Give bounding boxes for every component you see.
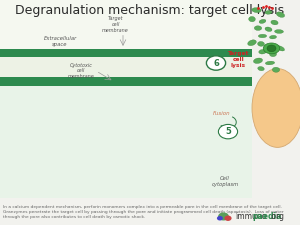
Ellipse shape xyxy=(272,67,280,72)
Circle shape xyxy=(267,45,276,52)
Ellipse shape xyxy=(271,20,278,25)
Text: Extracellular
space: Extracellular space xyxy=(44,36,76,47)
Text: 6: 6 xyxy=(213,58,219,68)
Ellipse shape xyxy=(269,51,277,57)
Text: Target
cell
lysis: Target cell lysis xyxy=(228,51,249,68)
Ellipse shape xyxy=(259,50,266,54)
Ellipse shape xyxy=(269,35,277,39)
Ellipse shape xyxy=(258,41,264,46)
Ellipse shape xyxy=(249,16,255,22)
Text: Cell
cytoplasm: Cell cytoplasm xyxy=(212,176,239,187)
Text: 5: 5 xyxy=(225,127,231,136)
Ellipse shape xyxy=(259,19,266,23)
Ellipse shape xyxy=(265,27,272,32)
Ellipse shape xyxy=(276,12,285,17)
Text: paedia: paedia xyxy=(253,212,282,221)
Circle shape xyxy=(206,56,226,70)
FancyBboxPatch shape xyxy=(0,0,252,49)
Circle shape xyxy=(218,124,238,139)
Ellipse shape xyxy=(268,44,275,48)
Ellipse shape xyxy=(252,69,300,147)
Text: Degranulation mechanism: target cell lysis: Degranulation mechanism: target cell lys… xyxy=(15,4,285,17)
Text: Cytotoxic
cell
membrane: Cytotoxic cell membrane xyxy=(68,63,94,79)
Text: Target
cell
membrane: Target cell membrane xyxy=(102,16,129,33)
Text: .org: .org xyxy=(269,212,284,221)
Circle shape xyxy=(218,212,229,220)
Ellipse shape xyxy=(248,40,256,46)
Text: Fusion: Fusion xyxy=(213,111,231,116)
Ellipse shape xyxy=(258,67,264,71)
Circle shape xyxy=(217,216,223,220)
FancyBboxPatch shape xyxy=(0,49,252,57)
Text: In a calcium dependent mechanism, perforin monomers complex into a permeable por: In a calcium dependent mechanism, perfor… xyxy=(3,205,284,218)
Ellipse shape xyxy=(252,8,261,13)
FancyBboxPatch shape xyxy=(0,57,252,77)
Ellipse shape xyxy=(258,34,267,38)
Ellipse shape xyxy=(254,26,262,30)
FancyBboxPatch shape xyxy=(0,86,252,198)
FancyBboxPatch shape xyxy=(0,77,252,86)
Ellipse shape xyxy=(274,30,284,33)
Ellipse shape xyxy=(265,61,275,65)
Ellipse shape xyxy=(277,46,284,51)
Ellipse shape xyxy=(263,43,280,54)
Ellipse shape xyxy=(254,58,262,63)
Circle shape xyxy=(224,216,232,221)
Ellipse shape xyxy=(265,11,272,14)
Text: immuno: immuno xyxy=(236,212,267,221)
